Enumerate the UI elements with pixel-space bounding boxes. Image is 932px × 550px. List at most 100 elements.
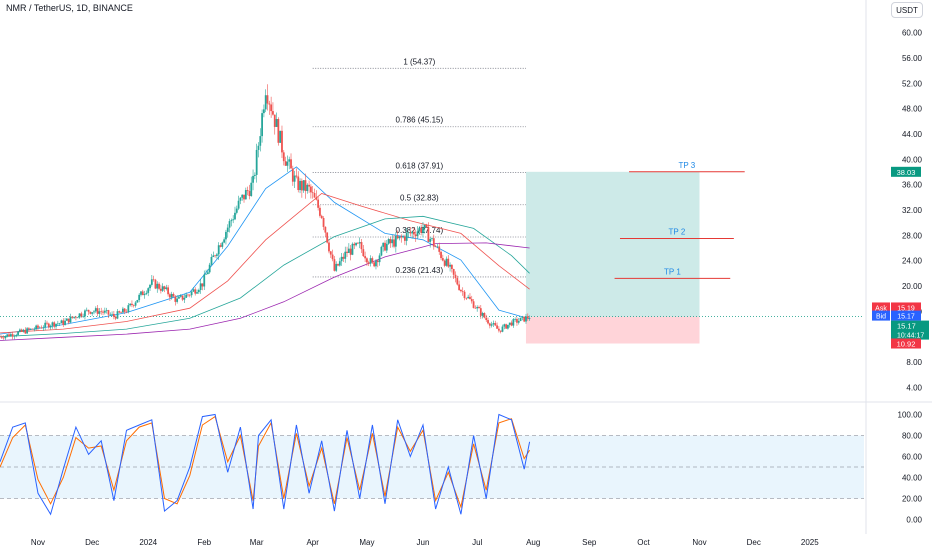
- candle-body: [337, 263, 339, 266]
- candle-body: [2, 337, 5, 339]
- candle-body: [432, 238, 435, 247]
- price-tag-ask: Ask 15.19: [872, 302, 921, 313]
- candle-body: [44, 322, 47, 328]
- candle-body: [438, 246, 441, 252]
- candle-body: [51, 322, 54, 326]
- candle-body: [507, 324, 509, 329]
- candle-body: [288, 159, 291, 162]
- candle-body: [154, 279, 157, 289]
- candle-body: [391, 239, 394, 244]
- candle-body: [320, 215, 323, 219]
- candle-body: [219, 245, 222, 247]
- price-tag-bg: [891, 338, 921, 349]
- candle-body: [261, 113, 263, 137]
- candle-body: [411, 231, 414, 234]
- candle-body: [366, 258, 368, 263]
- candle-body: [122, 308, 124, 313]
- candle-body: [156, 283, 159, 289]
- candle-body: [494, 323, 497, 326]
- candle-body: [158, 283, 160, 289]
- candle-body: [362, 249, 365, 257]
- candle-body: [452, 268, 455, 275]
- candle-body: [82, 316, 85, 317]
- candle-body: [501, 326, 504, 332]
- candle-body: [29, 328, 32, 330]
- moving-average-ma_slow: [0, 215, 530, 338]
- price-tag-bid: Bid 15.17: [872, 310, 921, 321]
- candle-body: [347, 248, 350, 253]
- currency-button[interactable]: USDT: [891, 2, 923, 18]
- candle-body: [282, 152, 285, 162]
- candle-body: [138, 294, 141, 301]
- candle-body: [275, 119, 278, 127]
- candle-body: [167, 287, 170, 295]
- candle-body: [107, 310, 110, 315]
- price-tag-bg: [891, 166, 921, 177]
- candle-body: [140, 291, 142, 295]
- candle-body: [210, 257, 213, 265]
- candle-body: [4, 336, 7, 339]
- candle-body: [55, 323, 57, 327]
- candle-body: [322, 218, 325, 227]
- stoch-tick-label: 20.00: [902, 495, 923, 504]
- candle-body: [454, 274, 457, 279]
- symbol-title: NMR / TetherUS, 1D, BINANCE: [6, 3, 133, 13]
- candle-body: [299, 180, 301, 191]
- candle-body: [105, 310, 108, 311]
- candle-body: [434, 246, 437, 248]
- candle-body: [127, 305, 130, 312]
- candle-body: [190, 291, 193, 296]
- candle-body: [178, 296, 180, 299]
- candle-body: [521, 316, 524, 318]
- candle-body: [46, 322, 48, 324]
- candle-body: [49, 325, 52, 328]
- candle-body: [517, 321, 520, 323]
- take-profit-label: TP 2: [669, 228, 686, 237]
- candle-body: [255, 149, 258, 175]
- candle-body: [497, 328, 500, 331]
- candle-body: [35, 325, 38, 330]
- candle-body: [179, 295, 182, 297]
- candle-body: [163, 286, 166, 290]
- candle-body: [416, 231, 419, 237]
- price-tag-label: Bid: [876, 314, 886, 321]
- price-tag-countdown: 10:44:17: [897, 333, 924, 340]
- candle-body: [89, 311, 92, 314]
- candle-body: [0, 336, 1, 338]
- candle-body: [474, 307, 477, 309]
- candle-body: [360, 242, 363, 250]
- candle-body: [47, 323, 50, 328]
- candle-body: [385, 243, 388, 251]
- candle-body: [201, 283, 204, 287]
- candle-body: [324, 226, 327, 233]
- candle-body: [418, 227, 421, 232]
- candle-body: [170, 293, 173, 298]
- candle-body: [272, 111, 274, 115]
- take-profit-label: TP 3: [678, 161, 695, 170]
- price-tick-label: 24.00: [902, 257, 923, 266]
- take-profit-label: TP 1: [664, 267, 681, 276]
- candle-body: [40, 327, 43, 329]
- candle-body: [103, 310, 106, 313]
- candle-body: [472, 301, 475, 308]
- price-tag-value-bg: [891, 310, 921, 321]
- candle-body: [403, 236, 406, 241]
- candle-body: [9, 334, 12, 337]
- candle-body: [356, 242, 359, 244]
- candle-body: [172, 293, 175, 297]
- candle-body: [402, 236, 404, 238]
- candle-body: [483, 313, 486, 318]
- candle-body: [268, 103, 271, 105]
- candle-body: [84, 310, 86, 317]
- candle-body: [405, 232, 408, 241]
- candle-body: [28, 328, 30, 330]
- candle-body: [80, 313, 83, 317]
- candle-body: [300, 180, 303, 191]
- candle-body: [423, 224, 426, 229]
- candle-body: [22, 329, 25, 332]
- candle-body: [394, 235, 397, 247]
- candle-body: [69, 316, 72, 323]
- candle-body: [528, 318, 531, 319]
- time-tick-label: Sep: [582, 538, 597, 547]
